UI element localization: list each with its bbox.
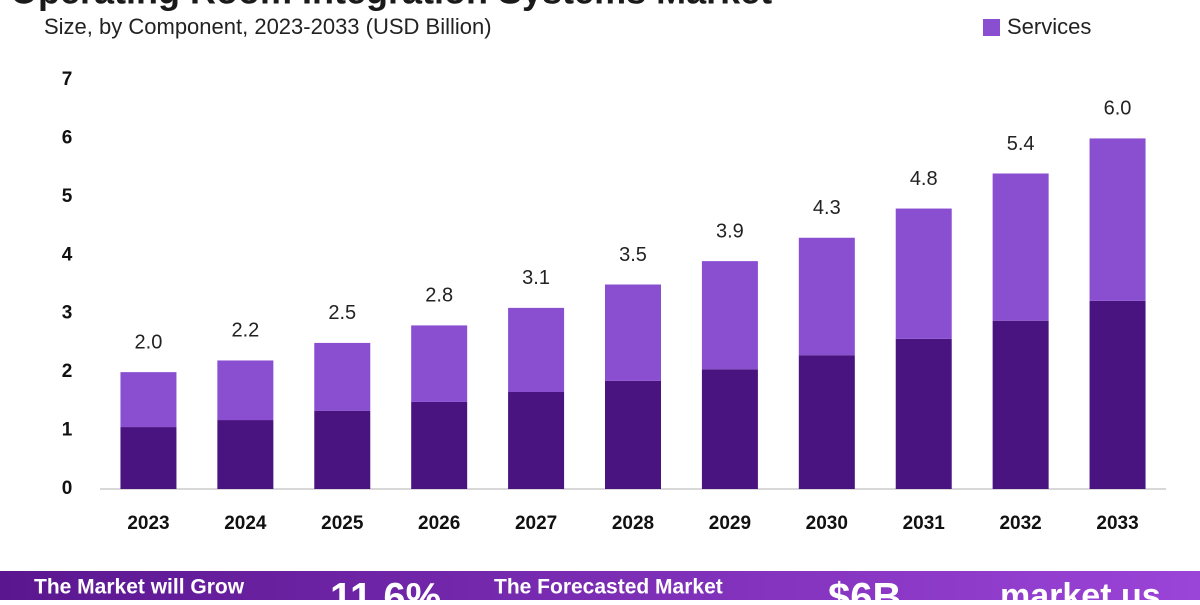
x-tick-label: 2033 (1096, 513, 1138, 534)
x-tick-label: 2024 (224, 513, 267, 534)
footer-text: The Forecasted Market (494, 576, 723, 599)
bar-segment (1089, 300, 1146, 489)
bar-segment (895, 208, 952, 339)
y-tick-label: 0 (62, 478, 73, 499)
bar-segment (798, 355, 855, 489)
footer-figure: $6B (828, 576, 901, 600)
total-label: 3.1 (522, 267, 550, 289)
x-tick-label: 2027 (515, 513, 557, 534)
y-tick-label: 6 (62, 127, 73, 148)
total-label: 2.8 (425, 285, 453, 307)
bar-segment (120, 427, 177, 489)
footer-banner (0, 571, 1200, 600)
bar-segment (701, 369, 758, 489)
bar-segment (217, 360, 274, 421)
total-label: 3.5 (619, 244, 647, 266)
bar-segment (508, 392, 565, 489)
bar-segment (120, 372, 177, 428)
bar-segment (895, 338, 952, 489)
bar-segment (411, 325, 468, 402)
bar-segment (798, 237, 855, 356)
total-label: 4.3 (813, 197, 841, 219)
x-tick-label: 2031 (903, 513, 946, 534)
total-label: 2.0 (135, 331, 163, 353)
legend-swatch (983, 19, 1000, 36)
footer-text: The Market will Grow (34, 576, 245, 599)
y-tick-label: 7 (62, 69, 73, 90)
legend-label: Services (1007, 14, 1091, 39)
y-tick-label: 5 (62, 186, 73, 207)
y-tick-label: 2 (62, 361, 73, 382)
total-label: 3.9 (716, 220, 744, 242)
bar-segment (992, 173, 1049, 321)
x-tick-label: 2023 (127, 513, 169, 534)
footer-figure: 11.6% (330, 576, 441, 600)
y-tick-label: 4 (62, 244, 73, 265)
y-tick-label: 1 (62, 420, 73, 441)
bar-segment (701, 261, 758, 370)
chart-subtitle: Size, by Component, 2023-2033 (USD Billi… (44, 14, 492, 39)
bar-segment (217, 420, 274, 489)
bar-segment (605, 284, 661, 381)
x-tick-label: 2026 (418, 513, 460, 534)
x-tick-label: 2029 (709, 513, 751, 534)
x-tick-label: 2028 (612, 513, 654, 534)
bar-segment (314, 342, 371, 411)
x-tick-label: 2025 (321, 513, 364, 534)
total-label: 2.2 (231, 320, 259, 342)
x-tick-label: 2032 (999, 513, 1041, 534)
chart-title: Operating Room Integration Systems Marke… (10, 0, 772, 12)
footer-logo: market.us (1000, 577, 1161, 600)
bar-segment (314, 410, 371, 489)
total-label: 6.0 (1104, 98, 1132, 120)
total-label: 4.8 (910, 168, 938, 190)
bar-segment (605, 380, 661, 489)
total-label: 5.4 (1007, 133, 1035, 155)
x-tick-label: 2030 (806, 513, 848, 534)
bar-segment (508, 307, 565, 393)
total-label: 2.5 (328, 302, 356, 324)
y-tick-label: 3 (62, 303, 73, 324)
bar-segment (411, 401, 468, 489)
bar-segment (992, 320, 1049, 489)
bar-segment (1089, 138, 1146, 301)
